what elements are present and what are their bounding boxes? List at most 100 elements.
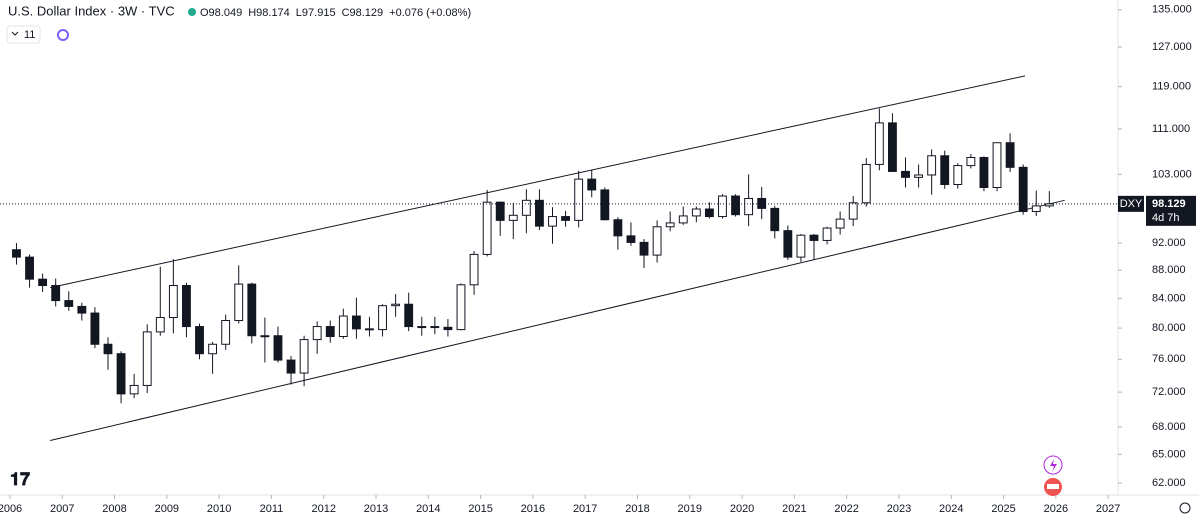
chevron-icon: [11, 31, 19, 36]
candle-body: [286, 359, 296, 374]
x-tick-label: 2017: [573, 503, 597, 515]
candle-body: [731, 195, 740, 216]
candle-body: [273, 335, 283, 361]
candle-body: [182, 285, 191, 328]
candle-body: [574, 178, 584, 221]
candle-body: [600, 189, 610, 221]
candle-body: [548, 216, 557, 227]
candle-body: [77, 305, 87, 314]
candle-body: [587, 178, 597, 191]
candle-body: [338, 315, 348, 338]
x-tick-label: 2006: [0, 503, 22, 515]
candle-body: [90, 312, 100, 345]
y-tick-label: 72.000: [1152, 386, 1186, 398]
candle-body: [195, 326, 204, 355]
candle-body: [142, 331, 152, 386]
candle-body: [521, 199, 531, 216]
y-tick-label: 135.000: [1152, 4, 1192, 16]
candle-body: [796, 234, 806, 258]
candle-body: [25, 256, 34, 280]
candle-body: [391, 303, 401, 307]
indicator-toggle[interactable]: [6, 25, 41, 44]
candle-body: [639, 241, 649, 256]
candle-body: [822, 227, 832, 241]
candle-body: [1031, 205, 1041, 213]
candle-body: [744, 197, 754, 216]
candle-body: [417, 326, 427, 329]
candle-body: [1018, 166, 1028, 213]
x-tick-label: 2023: [887, 503, 911, 515]
candle-body: [129, 384, 139, 395]
symbol-label: DXY: [1120, 198, 1143, 210]
ohlc-value: C98.129: [342, 7, 384, 19]
y-tick-label: 76.000: [1152, 353, 1186, 365]
candle-body: [469, 253, 479, 286]
sync-icon[interactable]: [57, 29, 69, 41]
y-tick-label: 127.000: [1152, 41, 1192, 53]
candle-body: [626, 235, 636, 243]
candle-body: [247, 283, 257, 337]
x-tick-label: 2010: [207, 503, 231, 515]
y-tick-label: 80.000: [1152, 322, 1186, 334]
candle-body: [299, 339, 309, 374]
candle-body: [351, 315, 361, 330]
y-tick-label: 111.000: [1152, 123, 1190, 135]
candle-body: [704, 208, 714, 218]
candle-body: [1044, 203, 1054, 207]
candle-body: [535, 199, 544, 227]
ohlc-value: O98.049: [200, 7, 242, 19]
candle-body: [914, 174, 924, 178]
candle-body: [404, 303, 414, 328]
candle-body: [312, 326, 322, 341]
x-tick-label: 2009: [155, 503, 179, 515]
candle-body: [691, 208, 701, 217]
x-tick-label: 2026: [1044, 503, 1068, 515]
x-tick-label: 2018: [625, 503, 649, 515]
ohlc-value: H98.174: [248, 7, 290, 19]
x-tick-label: 2014: [416, 503, 440, 515]
x-tick-label: 2007: [50, 503, 74, 515]
candle-body: [678, 215, 688, 224]
status-dot: [188, 8, 196, 16]
symbol-box: [1118, 195, 1144, 212]
candle-body: [482, 201, 492, 255]
candle-body: [757, 197, 767, 209]
y-tick-label: 68.000: [1152, 421, 1186, 433]
candle-body: [365, 328, 374, 331]
x-tick-label: 2011: [260, 503, 284, 515]
y-tick-label: 119.000: [1152, 80, 1191, 92]
candle-body: [665, 222, 675, 228]
candle-body: [168, 285, 178, 319]
trend-line: [50, 199, 1065, 441]
candle-body: [456, 284, 466, 331]
countdown-label: 4d 7h: [1152, 212, 1180, 224]
candle-body: [888, 122, 897, 172]
tv-logo[interactable]: 𝟏𝟕: [10, 469, 30, 489]
ohlc-value: +0.076 (+0.08%): [389, 7, 471, 19]
x-tick-label: 2025: [991, 503, 1015, 515]
y-tick-label: 84.000: [1152, 292, 1186, 304]
candle-body: [861, 163, 871, 204]
candle-body: [221, 320, 231, 345]
flash-glyph: [1050, 459, 1057, 472]
candle-body: [848, 202, 858, 220]
ohlc-value: L97.915: [296, 7, 336, 19]
x-tick-label: 2027: [1096, 503, 1120, 515]
candle-body: [809, 234, 819, 241]
candle-body: [260, 335, 270, 338]
candle-body: [325, 326, 335, 338]
candle-body: [12, 249, 21, 258]
y-tick-label: 62.000: [1152, 477, 1186, 489]
candle-body: [927, 155, 937, 176]
candle-body: [116, 353, 126, 395]
x-tick-label: 2008: [102, 503, 126, 515]
x-tick-label: 2013: [364, 503, 388, 515]
settings-icon[interactable]: [1179, 502, 1191, 514]
candle-body: [783, 230, 793, 258]
candle-body: [718, 195, 727, 218]
candle-body: [874, 122, 884, 165]
x-tick-label: 2016: [521, 503, 545, 515]
